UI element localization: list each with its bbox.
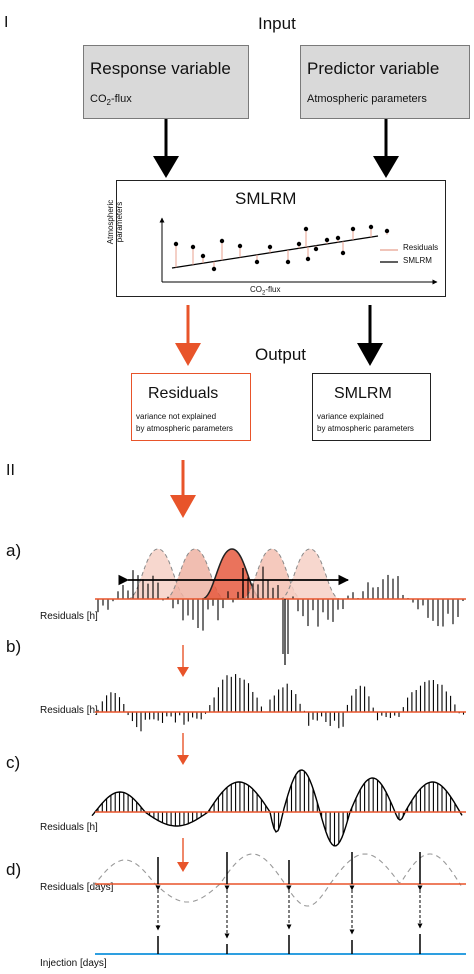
response-variable-title: Response variable [90,59,231,78]
residuals-output-line1: variance not explained [136,412,217,421]
arrow-predictor-to-model [373,119,399,178]
model-x-axis-label: CO2-flux [250,285,281,297]
smlrm-output-line1: variance explained [317,412,384,421]
section-label-2: II [6,462,15,479]
smlrm-output-title: SMLRM [334,385,392,402]
arrow-model-to-residuals [175,305,201,366]
panel-d-tag: d) [6,860,22,879]
arrow-b-to-c [177,733,189,765]
legend-smlrm-label: SMLRM [403,256,432,265]
panel-a-axis-label: Residuals [h] [40,611,98,622]
scatter-point [313,246,319,252]
scatter-point [335,235,341,241]
panel-b-tag: b) [6,637,22,656]
scatter-point [267,244,273,250]
scatter-point [219,238,225,244]
window-kernel [279,548,341,600]
scatter-point [368,224,374,230]
scatter-point [296,241,302,247]
scatter-point [237,243,243,249]
scatter-point [350,226,356,232]
arrow-a-to-b [177,645,189,677]
predictor-variable-box: Predictor variable Atmospheric parameter… [300,45,470,119]
arrow-model-to-smlrm [357,305,383,366]
arrow-response-to-model [153,119,179,178]
scatter-point [254,259,260,265]
model-regression-line [171,235,379,269]
scatter-point [190,244,196,250]
residuals-output-box: Residuals variance not explained by atmo… [131,373,251,441]
scatter-point [303,226,309,232]
smlrm-output-line2: by atmospheric parameters [317,424,414,433]
panel-a-plot [95,548,466,665]
model-scatter-plot [159,217,438,285]
smlrm-output-box: SMLRM variance explained by atmospheric … [312,373,431,441]
predictor-variable-title: Predictor variable [307,59,440,78]
envelope-curve [91,769,463,847]
scatter-point [173,241,179,247]
response-variable-box: Response variable CO2-flux [83,45,249,119]
dashed-envelope [92,853,462,907]
scatter-point [324,237,330,243]
panel-a-tag: a) [6,541,22,560]
arrow-residuals-to-analysis [170,460,196,518]
output-label: Output [255,345,307,364]
panel-b-axis-label: Residuals [h] [40,705,98,716]
scatter-point [200,253,206,259]
residuals-output-line2: by atmospheric parameters [136,424,233,433]
panel-b-plot [95,674,466,732]
input-label: Input [258,14,296,33]
panel-c-tag: c) [6,753,21,772]
panel-c-axis-label: Residuals [h] [40,822,98,833]
panel-d-plot [92,852,466,955]
arrow-c-to-d [177,838,189,872]
scatter-point [384,228,390,234]
model-box-title: SMLRM [235,189,297,208]
scatter-point [285,259,291,265]
response-variable-sub: CO2-flux [90,93,132,108]
section-label-1: I [4,14,9,31]
scatter-point [305,256,311,262]
panel-c-plot [91,769,466,847]
residuals-output-title: Residuals [148,385,219,402]
predictor-variable-sub: Atmospheric parameters [307,93,427,105]
scatter-point [211,266,217,272]
panel-d-axis-label: Residuals [days] [40,882,114,893]
injection-axis-label: Injection [days] [40,958,107,969]
scatter-point [340,250,346,256]
model-box: SMLRM [116,180,446,297]
legend-residuals-label: Residuals [403,243,439,252]
